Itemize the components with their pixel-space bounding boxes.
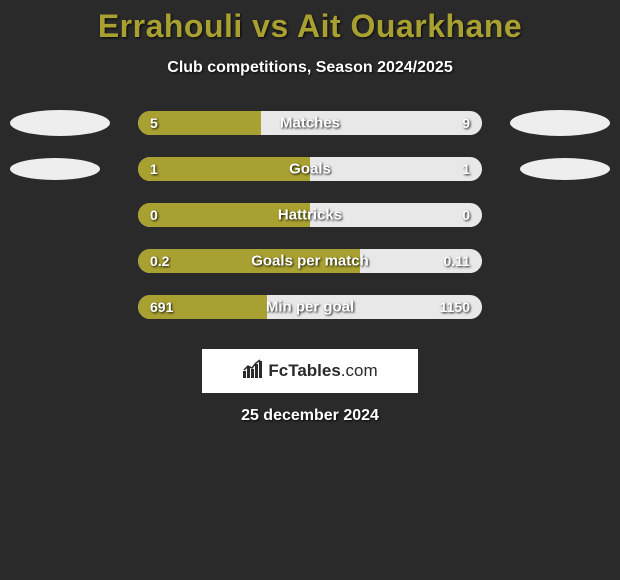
player-left-marker xyxy=(10,158,100,180)
stat-bar: 1 1 Goals xyxy=(138,157,482,181)
comparison-card: Errahouli vs Ait Ouarkhane Club competit… xyxy=(0,0,620,425)
stat-value-right: 1 xyxy=(462,161,470,177)
stat-row: 0.2 0.11 Goals per match xyxy=(0,249,620,273)
stat-value-left: 0 xyxy=(150,207,158,223)
logo-text: FcTables.com xyxy=(268,361,377,381)
stat-row: 691 1150 Min per goal xyxy=(0,295,620,319)
logo-text-bold: FcTables xyxy=(268,361,340,380)
stat-value-left: 5 xyxy=(150,115,158,131)
stat-label: Goals per match xyxy=(251,253,369,270)
stats-list: 5 9 Matches 1 1 Goals 0 0 Hattricks 0.2 0.11 Goals … xyxy=(0,111,620,319)
stat-row: 5 9 Matches xyxy=(0,111,620,135)
subtitle: Club competitions, Season 2024/2025 xyxy=(0,59,620,77)
stat-label: Min per goal xyxy=(266,299,354,316)
stat-label: Goals xyxy=(289,161,331,178)
page-title: Errahouli vs Ait Ouarkhane xyxy=(0,8,620,45)
stat-bar: 0 0 Hattricks xyxy=(138,203,482,227)
stat-bar: 691 1150 Min per goal xyxy=(138,295,482,319)
source-logo: FcTables.com xyxy=(202,349,418,393)
stat-row: 0 0 Hattricks xyxy=(0,203,620,227)
logo-text-light: .com xyxy=(341,361,378,380)
stat-value-left: 1 xyxy=(150,161,158,177)
chart-icon xyxy=(242,359,264,384)
stat-value-right: 0 xyxy=(462,207,470,223)
stat-bar: 5 9 Matches xyxy=(138,111,482,135)
player-right-marker xyxy=(520,158,610,180)
stat-value-right: 1150 xyxy=(440,299,470,315)
stat-value-right: 0.11 xyxy=(444,253,470,269)
stat-row: 1 1 Goals xyxy=(0,157,620,181)
stat-label: Hattricks xyxy=(278,207,342,224)
bar-segment-left xyxy=(138,157,310,181)
stat-value-left: 0.2 xyxy=(150,253,169,269)
bar-segment-right xyxy=(310,157,482,181)
stat-bar: 0.2 0.11 Goals per match xyxy=(138,249,482,273)
player-right-marker xyxy=(510,110,610,136)
stat-label: Matches xyxy=(280,115,340,132)
stat-value-left: 691 xyxy=(150,299,173,315)
date-label: 25 december 2024 xyxy=(0,407,620,425)
stat-value-right: 9 xyxy=(462,115,470,131)
player-left-marker xyxy=(10,110,110,136)
